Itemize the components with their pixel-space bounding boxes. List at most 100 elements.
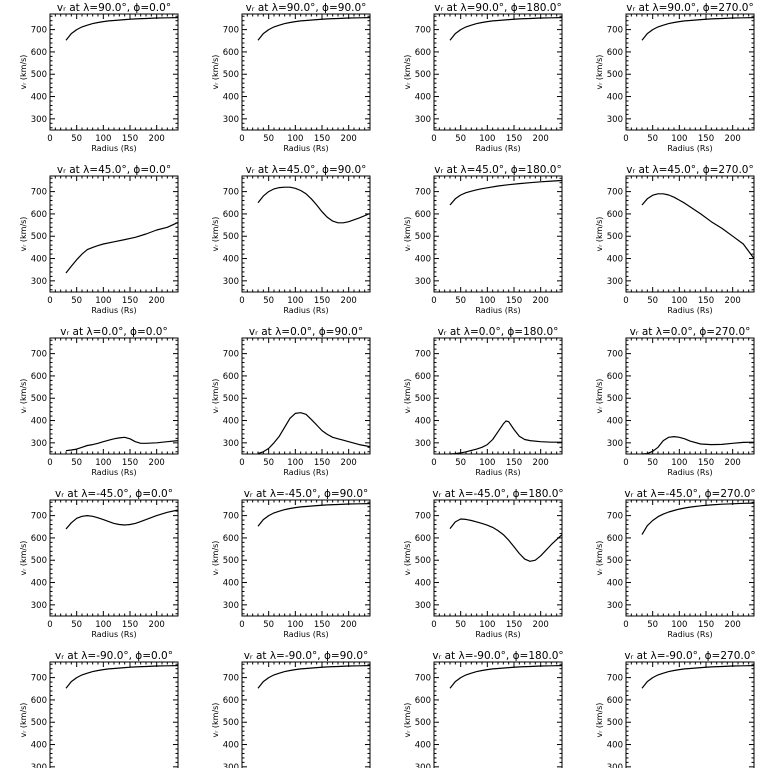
- x-tick-label: 100: [95, 296, 111, 306]
- y-tick-label: 300: [415, 115, 431, 125]
- x-tick-label: 150: [506, 296, 522, 306]
- series-line: [449, 420, 562, 455]
- y-axis-label: vᵣ (km/s): [595, 217, 604, 252]
- x-axis-label: Radius (Rs): [475, 144, 520, 153]
- y-tick-label: 500: [415, 394, 431, 404]
- y-axis-label: vᵣ (km/s): [595, 55, 604, 90]
- x-tick-label: 100: [95, 458, 111, 468]
- x-tick-label: 0: [431, 134, 436, 144]
- x-tick-label: 0: [431, 620, 436, 630]
- plot-frame: [241, 13, 371, 131]
- panel-title: vᵣ at λ=45.0°, ϕ=0.0°: [57, 164, 171, 176]
- y-tick-label: 500: [223, 556, 239, 566]
- plot-frame: [241, 337, 371, 455]
- y-tick-label: 700: [31, 674, 47, 684]
- panel: vᵣ at λ=0.0°, ϕ=0.0° 0 50 100 150 200 300 400 50…: [19, 326, 179, 477]
- x-tick-label: 200: [533, 620, 549, 630]
- panel-title: vᵣ at λ=-45.0°, ϕ=90.0°: [244, 488, 369, 500]
- y-tick-label: 600: [223, 48, 239, 58]
- x-tick-label: 100: [671, 458, 687, 468]
- y-tick-label: 600: [607, 210, 623, 220]
- y-tick-label: 700: [223, 26, 239, 36]
- x-tick-label: 150: [698, 134, 714, 144]
- panel-title: vᵣ at λ=90.0°, ϕ=90.0°: [246, 2, 367, 14]
- x-tick-label: 200: [725, 134, 741, 144]
- x-tick-label: 100: [479, 458, 495, 468]
- y-axis-label: vᵣ (km/s): [403, 379, 412, 414]
- y-tick-label: 700: [415, 674, 431, 684]
- x-axis-label: Radius (Rs): [91, 468, 136, 477]
- y-tick-label: 300: [415, 763, 431, 768]
- y-tick-label: 400: [31, 741, 47, 751]
- x-tick-label: 50: [263, 296, 274, 306]
- series-line: [641, 436, 755, 455]
- y-tick-label: 500: [223, 70, 239, 80]
- x-tick-label: 150: [506, 134, 522, 144]
- panel: vᵣ at λ=-90.0°, ϕ=180.0°0501001502003004…: [403, 650, 564, 768]
- y-tick-label: 300: [31, 763, 47, 768]
- x-axis-label: Radius (Rs): [475, 630, 520, 639]
- x-tick-label: 50: [71, 134, 82, 144]
- x-tick-label: 150: [314, 458, 330, 468]
- x-tick-label: 0: [431, 458, 436, 468]
- plot-frame: [49, 499, 179, 617]
- x-tick-label: 100: [671, 134, 687, 144]
- series-line: [65, 665, 179, 689]
- y-tick-label: 500: [415, 232, 431, 242]
- y-tick-label: 500: [607, 394, 623, 404]
- x-axis-label: Radius (Rs): [283, 468, 328, 477]
- panel-title: vᵣ at λ=90.0°, ϕ=0.0°: [57, 2, 171, 14]
- panel-title: vᵣ at λ=-45.0°, ϕ=0.0°: [55, 488, 173, 500]
- series-line: [65, 17, 179, 41]
- y-tick-label: 300: [31, 277, 47, 287]
- y-tick-label: 600: [223, 696, 239, 706]
- plot-frame: [49, 13, 179, 131]
- x-axis-label: Radius (Rs): [283, 630, 328, 639]
- y-tick-label: 300: [607, 601, 623, 611]
- y-tick-label: 300: [607, 277, 623, 287]
- y-tick-label: 500: [223, 718, 239, 728]
- panel-title: vᵣ at λ=-90.0°, ϕ=180.0°: [432, 650, 563, 662]
- y-axis-label: vᵣ (km/s): [595, 379, 604, 414]
- panel-title: vᵣ at λ=0.0°, ϕ=90.0°: [249, 326, 363, 338]
- x-axis-label: Radius (Rs): [91, 306, 136, 315]
- y-tick-label: 300: [223, 277, 239, 287]
- x-tick-label: 150: [314, 620, 330, 630]
- panel: vᵣ at λ=-90.0°, ϕ=270.0°0501001502003004…: [595, 650, 756, 768]
- y-tick-label: 300: [223, 115, 239, 125]
- panel: vᵣ at λ=90.0°, ϕ=270.0° 0 50 100 150 200 300 40…: [595, 2, 755, 153]
- y-axis-label: vᵣ (km/s): [211, 703, 220, 738]
- y-tick-label: 700: [415, 26, 431, 36]
- y-tick-label: 700: [415, 188, 431, 198]
- y-axis-label: vᵣ (km/s): [211, 379, 220, 414]
- y-tick-label: 500: [415, 718, 431, 728]
- plot-frame: [625, 13, 755, 131]
- y-tick-label: 400: [607, 255, 623, 265]
- y-tick-label: 600: [415, 534, 431, 544]
- panel: vᵣ at λ=45.0°, ϕ=180.0° 0 50 100 150 200 300 40…: [403, 164, 563, 315]
- panel: vᵣ at λ=90.0°, ϕ=0.0° 0 50 100 150 200 300 400 5…: [19, 2, 179, 153]
- y-tick-label: 400: [31, 255, 47, 265]
- y-tick-label: 700: [223, 188, 239, 198]
- plot-frame: [625, 661, 755, 768]
- x-tick-label: 200: [341, 134, 357, 144]
- x-tick-label: 100: [287, 458, 303, 468]
- y-tick-label: 600: [223, 372, 239, 382]
- y-tick-label: 700: [223, 512, 239, 522]
- y-tick-label: 300: [223, 601, 239, 611]
- y-tick-label: 400: [31, 93, 47, 103]
- y-tick-label: 400: [607, 417, 623, 427]
- series-line: [641, 193, 755, 259]
- x-tick-label: 100: [479, 620, 495, 630]
- panel: vᵣ at λ=-90.0°, ϕ=0.0°050100150200300400…: [19, 650, 179, 768]
- x-tick-label: 50: [647, 134, 658, 144]
- series-line: [449, 179, 563, 206]
- y-tick-label: 400: [415, 255, 431, 265]
- y-tick-label: 600: [415, 48, 431, 58]
- plot-frame: [625, 337, 755, 455]
- y-axis-label: vᵣ (km/s): [211, 55, 220, 90]
- y-tick-label: 300: [223, 763, 239, 768]
- x-tick-label: 150: [506, 458, 522, 468]
- y-tick-label: 300: [415, 277, 431, 287]
